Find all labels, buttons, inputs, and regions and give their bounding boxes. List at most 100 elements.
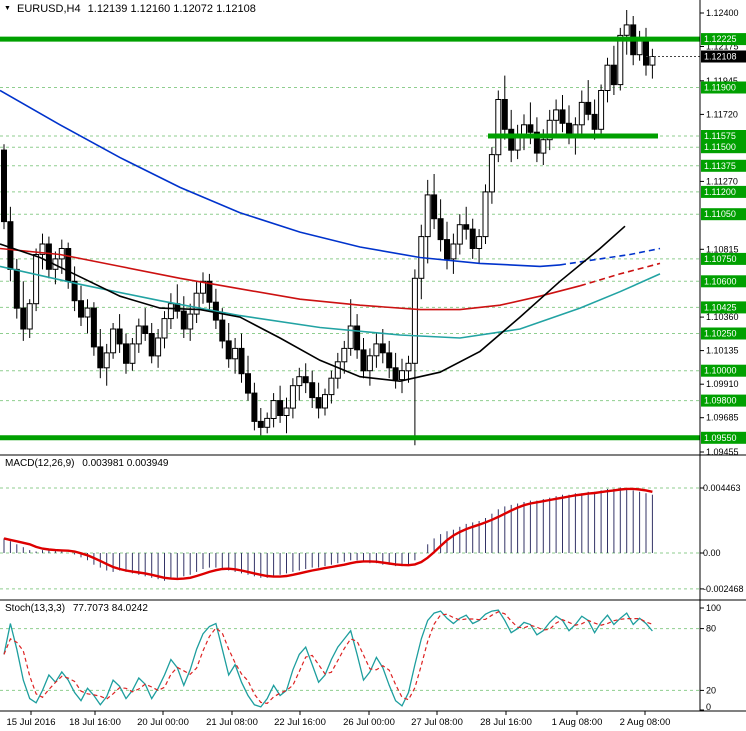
candle-body [78, 300, 84, 318]
candle-body [315, 397, 322, 409]
candle-body [322, 394, 328, 409]
price-tick-label: 1.11720 [706, 109, 738, 119]
price-level-badge [701, 33, 746, 46]
time-axis[interactable]: 15 Jul 2016 18 Jul 16:00 20 Jul 00:00 21 Ju… [6, 711, 670, 728]
candle-body [296, 376, 303, 387]
ma-line-fast-black [0, 225, 626, 383]
candle-body [142, 325, 149, 334]
stoch-values: 77.7073 84.0242 [72, 603, 148, 614]
candle-body [123, 343, 129, 364]
ma-line-slow-blue [0, 89, 561, 268]
price-level-badge [701, 130, 746, 142]
price-level-badge [701, 141, 746, 154]
price-level-badge-label: 1.10600 [704, 276, 737, 286]
ohlc-readout: 1.12139 1.12160 1.12072 1.12108 [87, 3, 256, 15]
symbol-period-label: EURUSD,H4 [17, 3, 81, 15]
price-level-badge [701, 159, 746, 172]
candle-body [456, 224, 463, 245]
time-axis-label: 22 Jul 16:00 [274, 717, 326, 728]
candle-body [155, 337, 162, 357]
candle-body [33, 254, 40, 305]
candle-body [219, 319, 226, 342]
candle-body [399, 370, 405, 381]
candle-body [334, 361, 341, 379]
time-axis-label: 28 Jul 16:00 [480, 717, 532, 728]
time-axis-label: 21 Jul 08:00 [206, 717, 258, 728]
candle-body [206, 280, 213, 303]
candle-body [251, 392, 258, 422]
candle-body [97, 346, 104, 369]
ma-line-medium-red-dashed [579, 262, 661, 287]
candle-body [623, 24, 630, 36]
stoch-tick-label: 0 [706, 702, 711, 712]
candle-body [463, 224, 470, 230]
candle-body [379, 343, 386, 354]
price-tick-label: 1.10815 [706, 244, 739, 254]
candle-body [26, 303, 33, 330]
candle-body [103, 352, 110, 369]
price-level-badge-label: 1.11575 [704, 131, 736, 141]
candle-body [58, 248, 65, 260]
candle-body [643, 39, 649, 66]
candle-body [347, 325, 354, 349]
candle-body [482, 191, 489, 238]
candle-body [110, 328, 117, 354]
price-level-badge-label: 1.10250 [704, 329, 737, 339]
candle-body [533, 131, 540, 154]
price-level-badge-label: 1.09800 [704, 396, 737, 406]
candle-body [437, 218, 444, 241]
candle-body [193, 292, 200, 315]
macd-panel[interactable]: 0.004463 0.00 -0.002468 [0, 454, 746, 601]
candle-body [116, 328, 123, 345]
macd-values: 0.003981 0.003949 [82, 458, 169, 469]
main-price-panel[interactable] [0, 10, 700, 446]
price-level-badge [701, 275, 746, 288]
price-tick-label: 1.11945 [706, 76, 738, 86]
price-level-badge-label: 1.10000 [704, 366, 737, 376]
price-tick-label: 1.10135 [706, 346, 739, 356]
candle-body [617, 34, 624, 86]
candle-body [598, 90, 605, 130]
stoch-tick-label: 80 [706, 624, 716, 634]
price-level-badge [701, 252, 746, 265]
candle-body [424, 194, 431, 238]
candle-body [469, 228, 476, 250]
candle-body [508, 128, 515, 151]
candle-body [7, 221, 14, 270]
candle-body [161, 318, 168, 339]
candle-body [167, 303, 174, 320]
macd-tick-label: -0.002468 [703, 584, 744, 594]
macd-tick-label: 0.00 [703, 548, 721, 558]
price-level-badge-label: 1.11500 [704, 142, 736, 152]
macd-tick-label: 0.004463 [703, 483, 741, 493]
price-tick-label: 1.10360 [706, 312, 739, 322]
candle-body [610, 64, 617, 86]
price-level-badge-label: 1.12108 [704, 52, 737, 62]
price-level-badge-label: 1.10750 [704, 254, 737, 264]
candle-body [232, 347, 239, 360]
candle-body [540, 139, 547, 154]
ma-line-slow-blue-dashed [559, 247, 661, 266]
time-axis-label: 27 Jul 08:00 [411, 717, 463, 728]
price-level-badge-label: 1.10425 [704, 302, 737, 312]
price-level-badge [701, 208, 746, 221]
price-axis[interactable]: 1.12400 1.12175 1.11945 1.11720 1.11270 1.108… [699, 0, 746, 711]
time-axis-label: 15 Jul 2016 [6, 717, 55, 728]
price-level-badge [701, 301, 746, 314]
time-axis-label: 1 Aug 08:00 [552, 717, 603, 728]
price-tick-label: 1.09455 [706, 447, 739, 457]
candle-body [129, 343, 136, 364]
candle-body [604, 64, 611, 91]
price-level-badge-label: 1.12225 [704, 34, 737, 44]
candle-body [13, 268, 20, 309]
candle-body [238, 347, 245, 375]
stoch-panel[interactable]: 100 80 20 0 [0, 603, 746, 712]
time-axis-label: 26 Jul 00:00 [343, 717, 395, 728]
time-axis-label: 20 Jul 00:00 [137, 717, 189, 728]
stoch-d-line [3, 611, 653, 705]
price-tick-label: 1.09685 [706, 413, 739, 423]
candle-body [527, 124, 534, 133]
candle-body [309, 382, 316, 399]
